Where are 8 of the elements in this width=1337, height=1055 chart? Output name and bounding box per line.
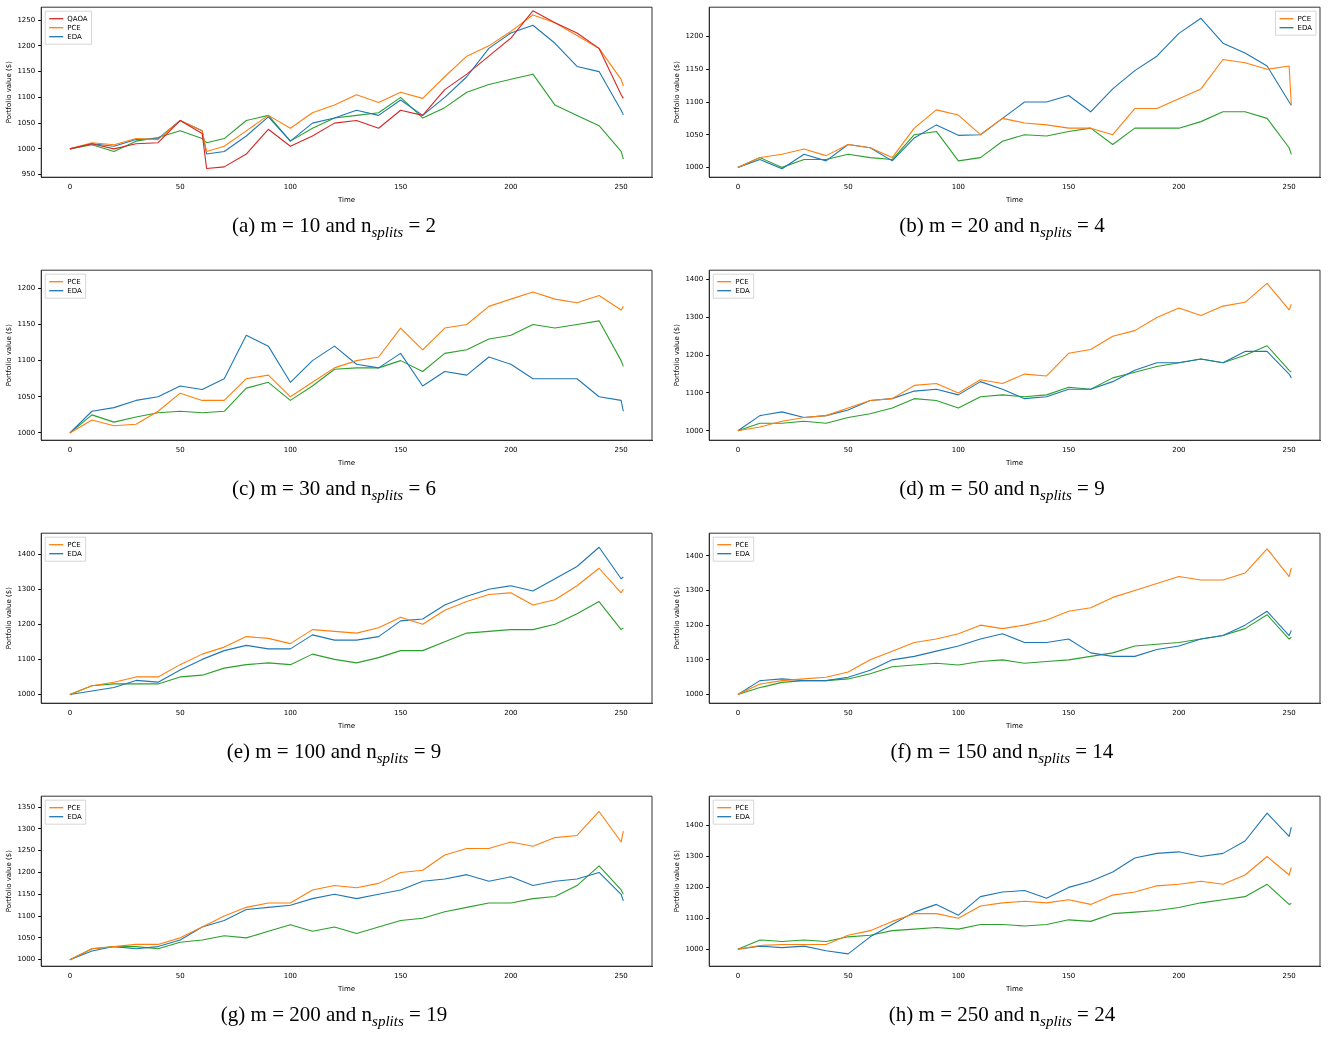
text: (b) m = 20 and n$_{splits}$ = 4 <box>898 213 1106 242</box>
text: (f) m = 150 and n$_{splits}$ = 14 <box>889 739 1115 768</box>
text: (e) m = 100 and n$_{splits}$ = 9 <box>225 739 443 768</box>
text: (h) m = 250 and n$_{splits}$ = 24 <box>887 1002 1117 1031</box>
text: (c) m = 30 and n$_{splits}$ = 6 <box>230 476 438 505</box>
text: (g) m = 200 and n$_{splits}$ = 19 <box>219 1002 449 1031</box>
text: (a) m = 10 and n$_{splits}$ = 2 <box>230 213 438 242</box>
text: (d) m = 50 and n$_{splits}$ = 9 <box>898 476 1106 505</box>
